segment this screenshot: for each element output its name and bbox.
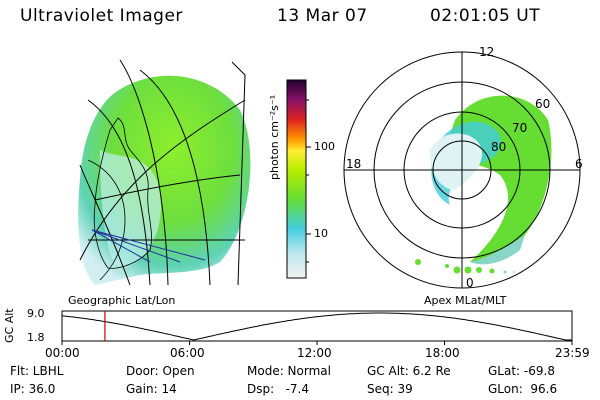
- coastline: [93, 117, 152, 269]
- parallel-line: [94, 174, 241, 201]
- time-tick-1800: 18:00: [425, 346, 460, 360]
- meridian-line: [139, 69, 211, 286]
- instrument-title: Ultraviolet Imager: [20, 6, 183, 26]
- glat-status: GLat: -69.8: [488, 364, 555, 378]
- mode-status: Mode: Normal: [247, 364, 331, 378]
- meridian-line: [79, 164, 131, 286]
- lat-label-80: 80: [491, 140, 507, 154]
- door-status: Door: Open: [126, 364, 195, 378]
- time-tick-1200: 12:00: [297, 346, 332, 360]
- altitude-ylabel: GC Alt: [3, 308, 16, 343]
- gain-status: Gain: 14: [126, 382, 177, 396]
- glon-status: GLon: 96.6: [488, 382, 558, 396]
- lat-label-70: 70: [512, 121, 528, 135]
- mlt-label-12: 12: [479, 45, 495, 59]
- filter-status: Flt: LBHL: [10, 364, 64, 378]
- polar-caption: Apex MLat/MLT: [424, 294, 507, 307]
- time-tick-0000: 00:00: [45, 346, 80, 360]
- lat-label-60: 60: [535, 97, 551, 111]
- altitude-ytick-max: 9.0: [27, 307, 45, 320]
- gc-alt-status: GC Alt: 6.2 Re: [367, 364, 451, 378]
- time-tick-0600: 06:00: [170, 346, 205, 360]
- colorbar: [286, 79, 307, 279]
- time-tick-2359: 23:59: [555, 346, 590, 360]
- mlt-label-18: 18: [346, 157, 362, 171]
- altitude-ytick-min: 1.8: [27, 331, 45, 344]
- time-label: 02:01:05 UT: [430, 6, 541, 26]
- colorbar-tick-10: 10: [314, 227, 328, 240]
- colorbar-unit-label: photon cm⁻²s⁻¹: [268, 94, 281, 180]
- geo-caption: Geographic Lat/Lon: [68, 294, 176, 307]
- track-lines: [91, 229, 206, 263]
- dsp-status: Dsp: -7.4: [247, 382, 310, 396]
- geographic-image: [78, 59, 251, 286]
- mlt-label-0: 0: [466, 276, 474, 290]
- meridian-line: [87, 99, 151, 286]
- meridian-line: [231, 61, 246, 286]
- altitude-curve: [61, 312, 572, 341]
- colorbar-tick-100: 100: [314, 140, 335, 153]
- meridian-line: [119, 59, 169, 286]
- altitude-plot: [61, 310, 573, 345]
- polar-plot: [343, 51, 581, 289]
- aurora-spots: [415, 259, 516, 274]
- date-label: 13 Mar 07: [277, 6, 368, 26]
- mlt-label-6: 6: [575, 157, 583, 171]
- seq-status: Seq: 39: [367, 382, 413, 396]
- ip-status: IP: 36.0: [10, 382, 56, 396]
